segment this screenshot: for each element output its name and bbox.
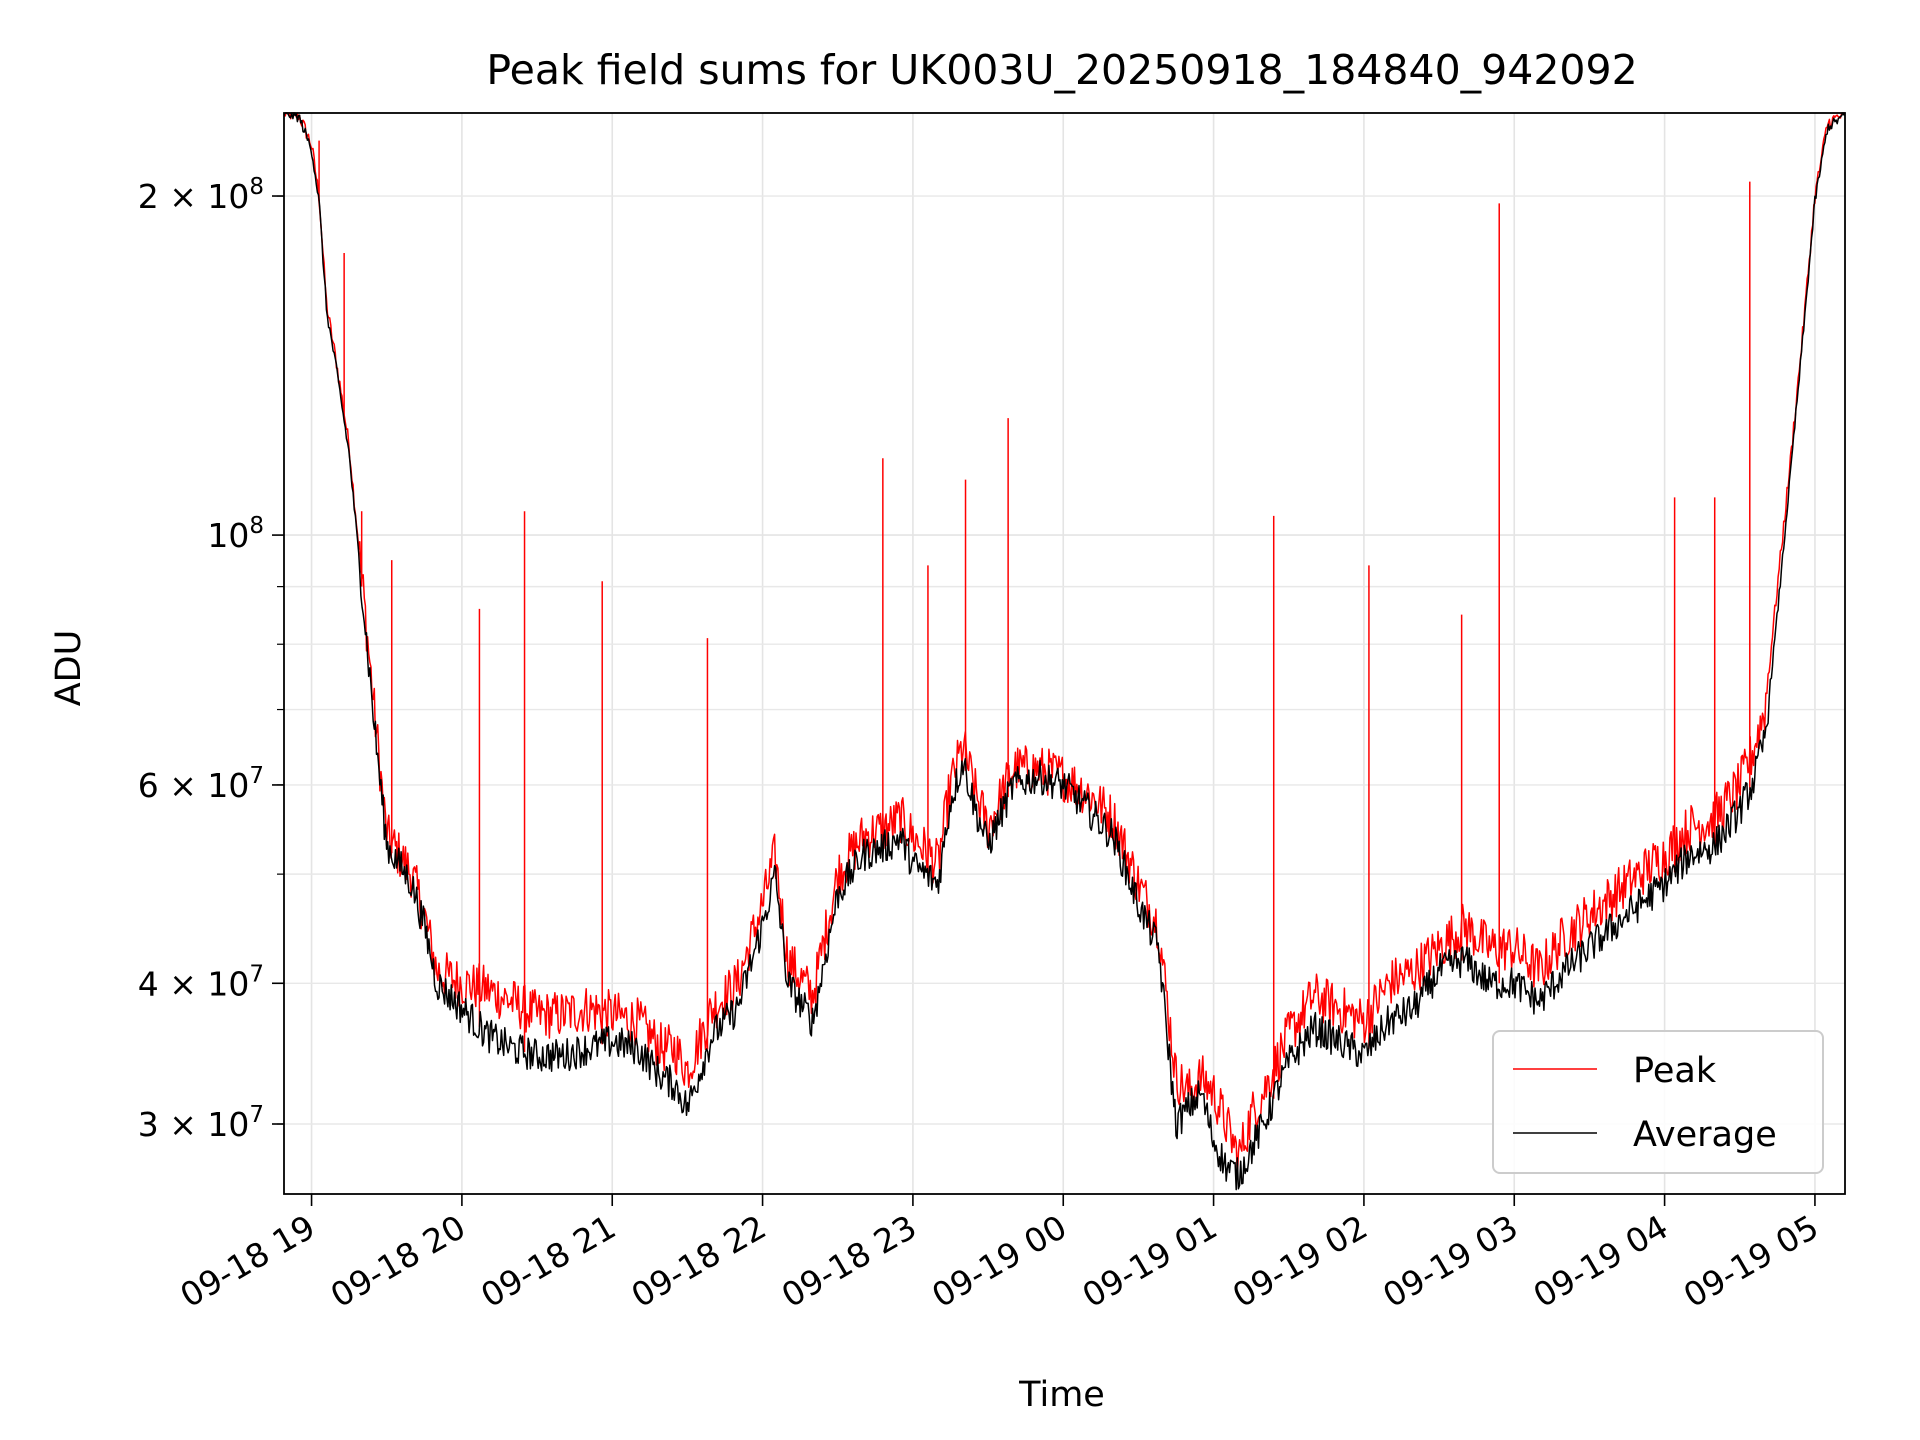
series-line-peak <box>283 112 1845 1179</box>
y-axis-label: ADU <box>49 630 89 707</box>
series-layer <box>283 112 1846 1191</box>
plot-frame <box>283 112 1846 1195</box>
legend: Peak Average <box>1492 1030 1824 1174</box>
y-tick-label: 4 × 107 <box>138 961 264 1003</box>
legend-label-average: Average <box>1633 1115 1777 1155</box>
y-tick-label: 3 × 107 <box>138 1102 264 1144</box>
legend-label-peak: Peak <box>1633 1051 1717 1091</box>
series-line-average <box>283 112 1846 1191</box>
y-tick-label: 6 × 107 <box>138 763 264 805</box>
y-tick-label: 2 × 108 <box>138 174 264 216</box>
x-axis-label: Time <box>1018 1375 1105 1415</box>
legend-box <box>1492 1030 1824 1174</box>
chart-title: Peak field sums for UK003U_20250918_1848… <box>486 46 1637 94</box>
